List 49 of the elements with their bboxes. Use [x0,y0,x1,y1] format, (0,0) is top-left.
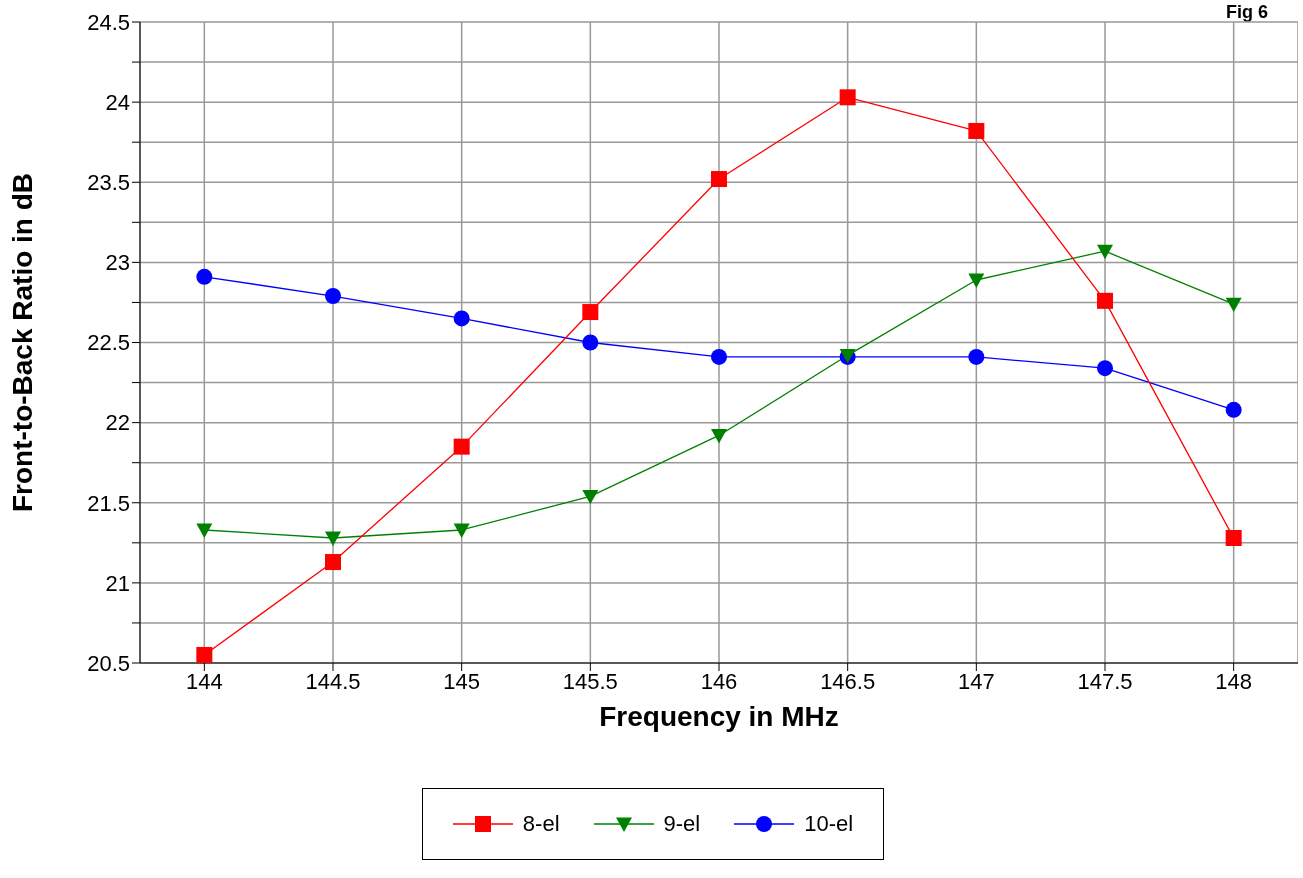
y-tick-label: 21.5 [87,490,130,516]
y-tick-label: 24.5 [87,9,130,35]
x-axis-title: Frequency in MHz [599,701,839,732]
point [1225,530,1242,547]
x-tick-label: 146 [700,668,738,694]
y-tick-label: 22 [105,410,130,436]
point [968,348,985,365]
x-tick-label: 148 [1215,668,1253,694]
legend-label: 9-el [663,811,701,837]
y-axis-title: Front-to-Back Ratio in dB [6,172,38,513]
point [453,523,470,538]
y-tick-label: 23.5 [87,170,130,196]
point [968,122,985,139]
x-tick-label: 147.5 [1077,668,1133,694]
point [325,288,341,305]
point [711,429,727,444]
x-tick-label: 145.5 [562,668,618,694]
point [582,489,599,505]
point [196,268,213,285]
point [968,273,985,288]
point [1097,292,1113,309]
point [711,171,727,188]
point [582,334,599,351]
point [711,348,727,365]
y-tick-label: 23 [105,250,130,276]
legend-label: 10-el [804,811,854,837]
y-tick-label: 22.5 [87,330,130,356]
y-tick-label: 20.5 [87,650,130,676]
caption: Fig 6 [1225,2,1268,23]
y-tick-label: 21 [105,570,130,596]
point [1097,360,1113,377]
x-tick-label: 144.5 [305,668,361,694]
point [1225,297,1242,313]
point [325,554,341,571]
point [1097,244,1113,260]
x-tick-label: 145 [443,668,481,694]
x-tick-label: 147 [957,668,995,694]
x-tick-label: 144 [185,668,223,694]
point [582,304,599,321]
point [839,89,856,106]
point [453,438,470,455]
point [196,523,213,538]
y-tick-label: 24 [105,89,130,115]
x-tick-label: 146.5 [820,668,876,694]
point [196,646,213,663]
legend-label: 8-el [522,811,560,837]
point [453,310,470,327]
point [325,531,341,546]
point [1225,401,1242,418]
